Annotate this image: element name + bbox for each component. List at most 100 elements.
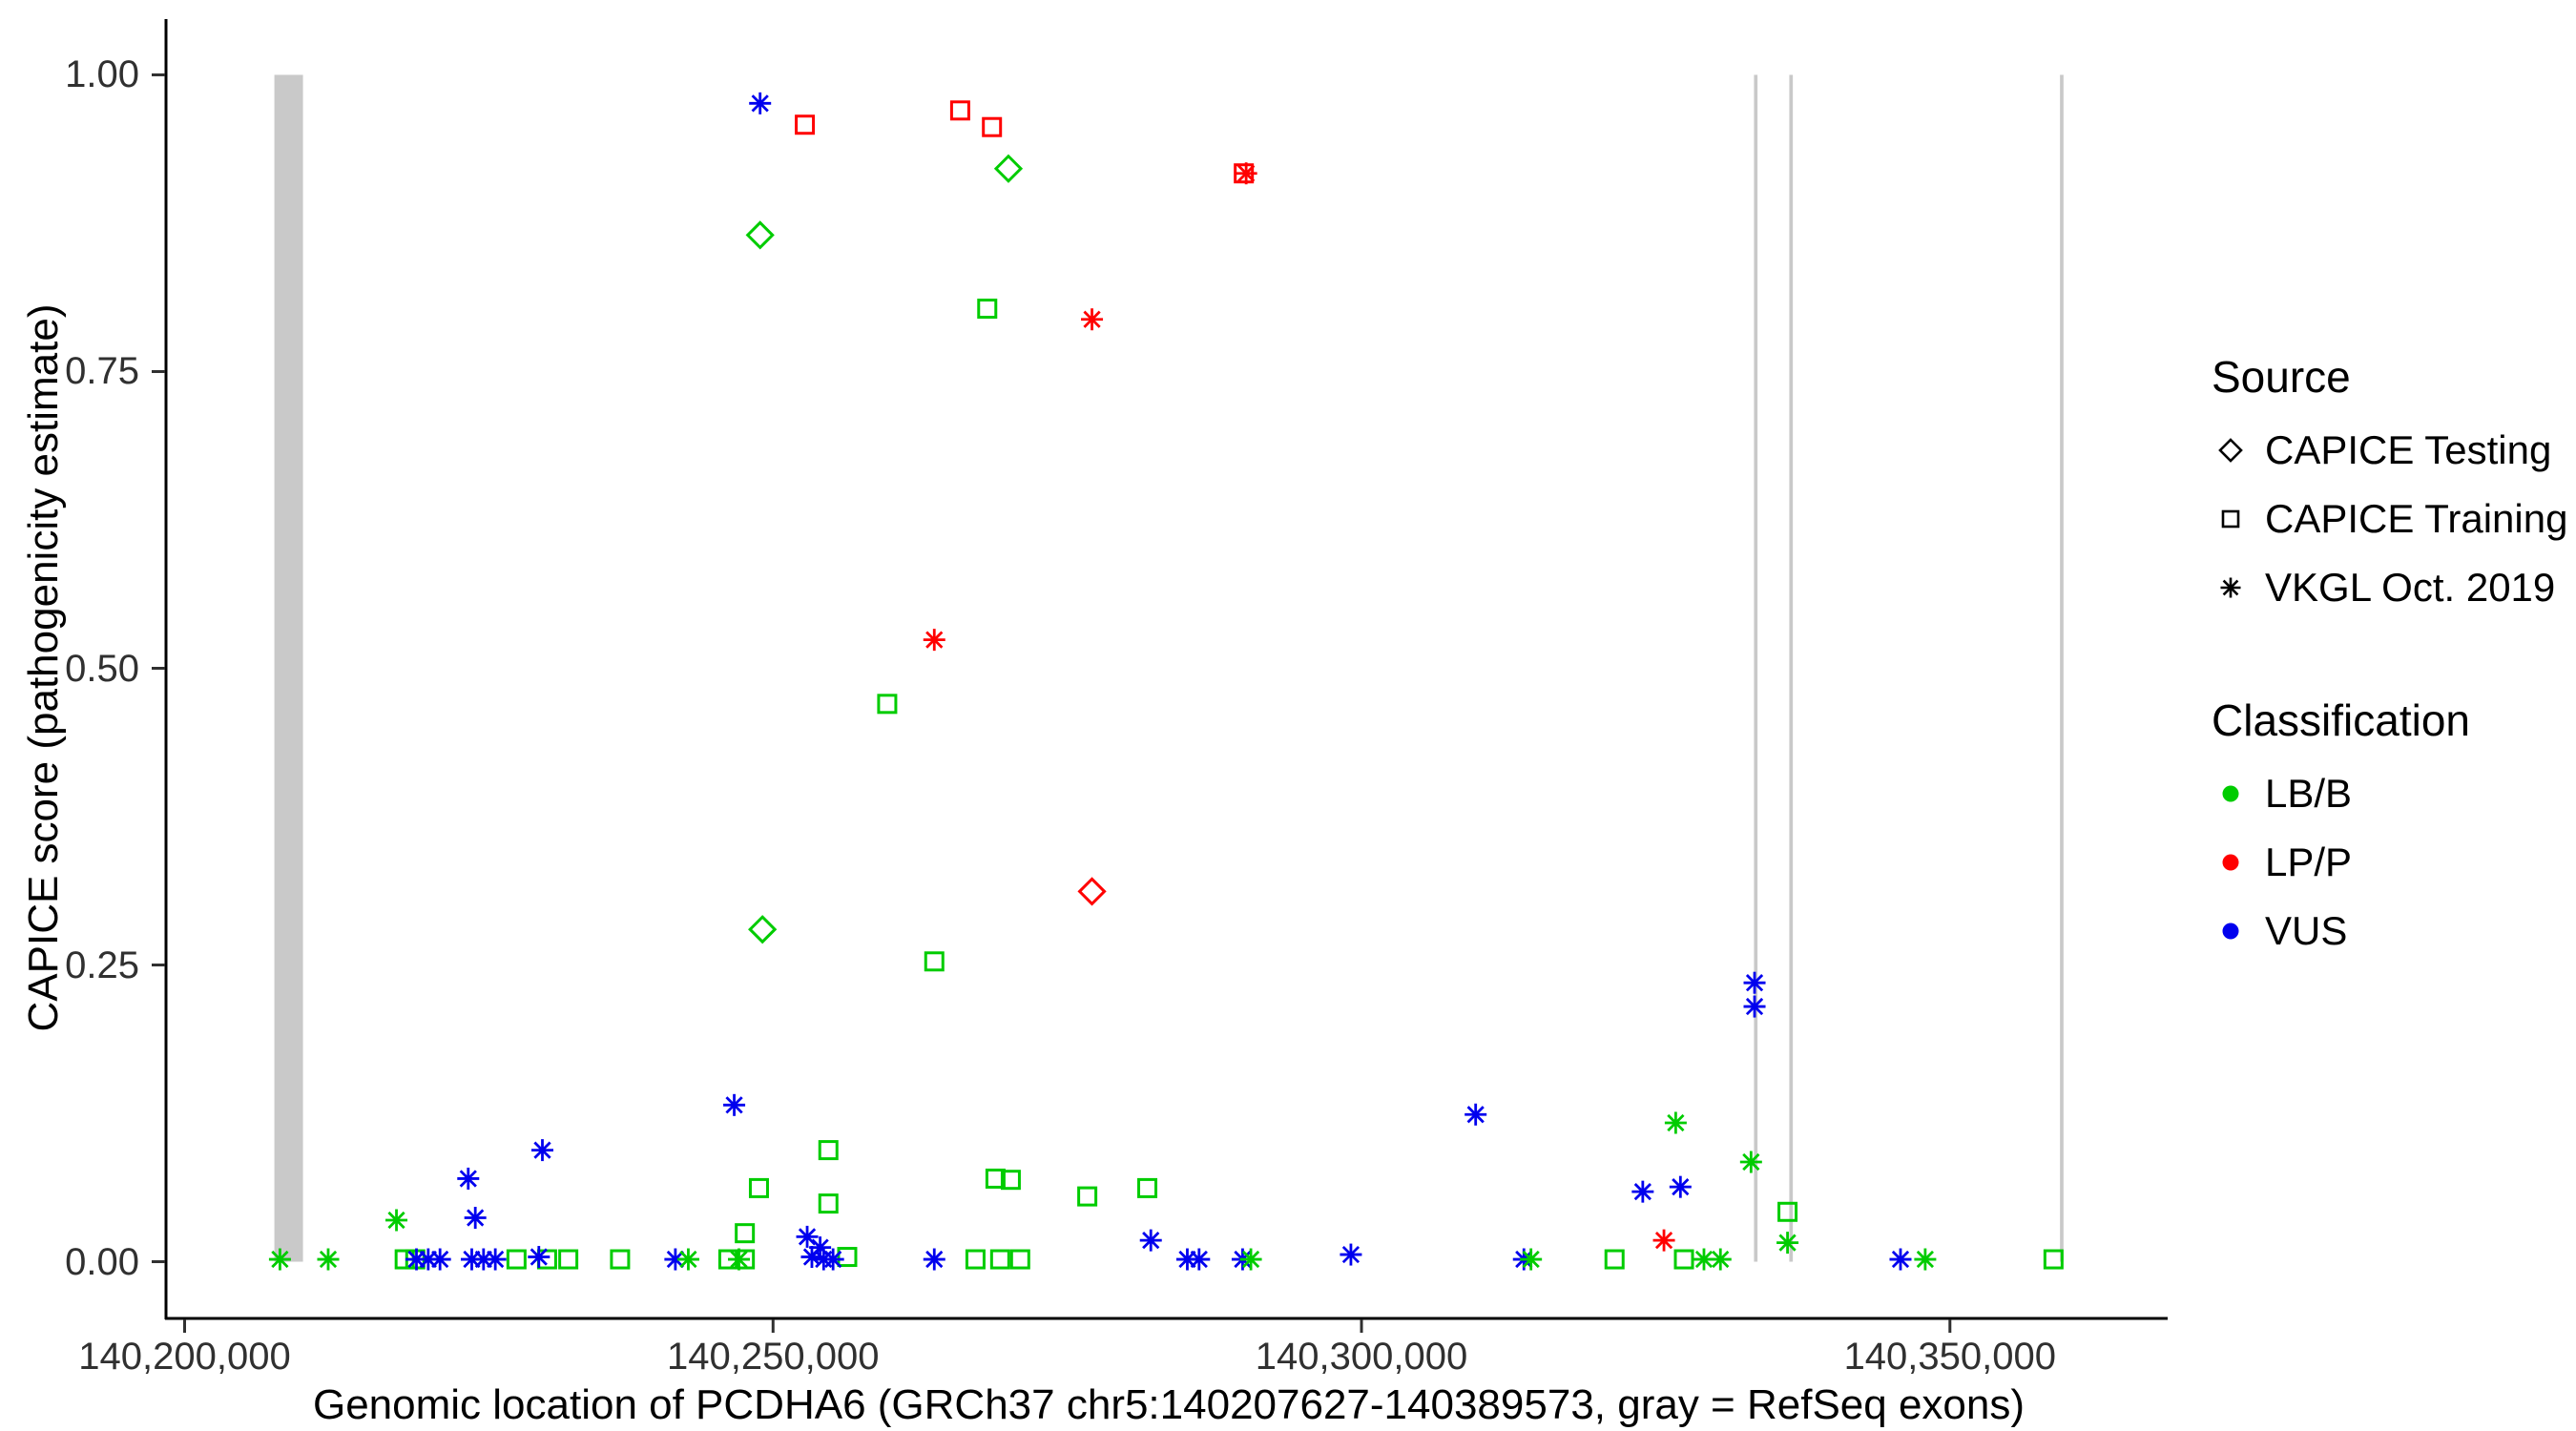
data-point-asterisk [528, 1246, 551, 1269]
data-point-asterisk [1914, 1248, 1937, 1271]
data-point-asterisk [727, 1248, 750, 1271]
legend-item-label: CAPICE Training [2265, 496, 2568, 541]
legend-source-items: CAPICE Testing CAPICE Training VKGL Oct. 2… [2212, 416, 2576, 622]
data-point-square [1777, 1201, 1798, 1222]
data-point-asterisk [796, 1225, 819, 1248]
data-point-asterisk [268, 1248, 291, 1271]
circle-icon [2222, 785, 2239, 802]
legend-item-label: VKGL Oct. 2019 [2265, 565, 2556, 610]
data-point-square [1673, 1249, 1694, 1270]
data-point-square [818, 1193, 839, 1214]
data-point-square [924, 951, 945, 972]
data-point-asterisk [1081, 308, 1104, 331]
data-point-square [985, 1168, 1006, 1189]
data-point-asterisk [1652, 1229, 1675, 1252]
legend-item-lb-b: LB/B [2212, 759, 2576, 828]
data-point-square [1009, 1249, 1030, 1270]
x-tick-label: 140,300,000 [1255, 1336, 1468, 1378]
square-icon [2221, 509, 2240, 529]
data-point-diamond [745, 220, 775, 250]
data-point-square [1000, 1170, 1021, 1191]
y-tick-label: 0.00 [65, 1240, 139, 1283]
data-point-square [982, 116, 1003, 137]
data-point-asterisk [723, 1093, 746, 1116]
data-point-asterisk [1664, 1111, 1687, 1134]
legend-group-classification: Classification LB/B LP/P VUS [2212, 695, 2576, 965]
legend-source-title: Source [2212, 352, 2351, 402]
x-axis-title: Genomic location of PCDHA6 (GRCh37 chr5:… [312, 1381, 2025, 1428]
data-point-square [735, 1223, 756, 1244]
legend-item-training: CAPICE Training [2212, 485, 2576, 553]
data-point-asterisk [1743, 971, 1766, 994]
refseq-exon-bar [274, 74, 303, 1262]
data-point-asterisk [821, 1248, 844, 1271]
legend-classification-items: LB/B LP/P VUS [2212, 759, 2576, 965]
legend-item-testing: CAPICE Testing [2212, 416, 2576, 485]
data-point-asterisk [484, 1248, 507, 1271]
data-point-diamond [1077, 877, 1107, 906]
data-point-square [1604, 1249, 1625, 1270]
data-point-asterisk [923, 629, 945, 652]
y-axis-title: CAPICE score (pathogenicity estimate) [20, 303, 67, 1032]
data-point-asterisk [1239, 1248, 1262, 1271]
data-point-square [977, 299, 998, 320]
data-point-asterisk [317, 1248, 340, 1271]
data-point-square [1137, 1177, 1158, 1198]
circle-icon [2222, 923, 2239, 940]
data-point-asterisk [923, 1248, 945, 1271]
legend-item-label: LP/P [2265, 840, 2353, 884]
data-point-asterisk [749, 92, 772, 114]
refseq-exon-bar [1754, 74, 1758, 1262]
data-point-square [795, 114, 816, 135]
data-point-square [748, 1177, 769, 1198]
x-tick-label: 140,200,000 [78, 1336, 291, 1378]
x-tick-label: 140,350,000 [1843, 1336, 2057, 1378]
data-point-square [506, 1249, 527, 1270]
data-point-asterisk [1465, 1103, 1487, 1126]
y-tick-label: 1.00 [65, 53, 139, 96]
data-point-asterisk [1669, 1175, 1692, 1198]
refseq-exon-bar [2060, 74, 2064, 1262]
legend-group-source: Source CAPICE Testing CAPICE Training VKGL… [2212, 351, 2576, 622]
data-point-asterisk [676, 1248, 699, 1271]
data-point-square [989, 1249, 1010, 1270]
data-point-asterisk [1776, 1232, 1799, 1255]
data-point-asterisk [428, 1248, 451, 1271]
data-point-asterisk [1520, 1248, 1543, 1271]
legend-item-lp-p: LP/P [2212, 828, 2576, 897]
data-point-asterisk [1188, 1248, 1211, 1271]
data-point-square [1077, 1186, 1098, 1207]
legend-item-vkgl: VKGL Oct. 2019 [2212, 553, 2576, 622]
data-point-asterisk [1709, 1248, 1732, 1271]
legend-item-vus: VUS [2212, 897, 2576, 965]
diamond-icon [2218, 438, 2243, 463]
data-point-asterisk [1139, 1229, 1162, 1252]
legend-item-label: VUS [2265, 908, 2348, 953]
data-point-square [949, 100, 970, 121]
data-point-asterisk [530, 1139, 553, 1162]
y-tick-label: 0.50 [65, 647, 139, 690]
data-point-square [818, 1140, 839, 1161]
data-point-asterisk [1739, 1151, 1762, 1173]
refseq-exon-bar [1789, 74, 1794, 1262]
legend: Source CAPICE Testing CAPICE Training VKGL… [2212, 351, 2576, 965]
data-point-asterisk [1235, 162, 1257, 185]
data-point-square [610, 1249, 631, 1270]
x-tick-label: 140,250,000 [667, 1336, 880, 1378]
circle-icon [2222, 854, 2239, 871]
y-tick-label: 0.25 [65, 944, 139, 986]
y-tick-label: 0.75 [65, 350, 139, 393]
legend-item-label: CAPICE Testing [2265, 427, 2552, 472]
data-point-square [558, 1249, 579, 1270]
data-point-asterisk [1340, 1243, 1362, 1266]
data-point-diamond [748, 915, 778, 944]
asterisk-icon [2220, 577, 2241, 598]
data-point-square [837, 1247, 858, 1268]
data-point-asterisk [464, 1206, 487, 1229]
data-point-asterisk [1631, 1180, 1654, 1203]
data-point-asterisk [457, 1167, 480, 1190]
data-point-asterisk [1743, 995, 1766, 1018]
data-point-square [2043, 1249, 2064, 1270]
